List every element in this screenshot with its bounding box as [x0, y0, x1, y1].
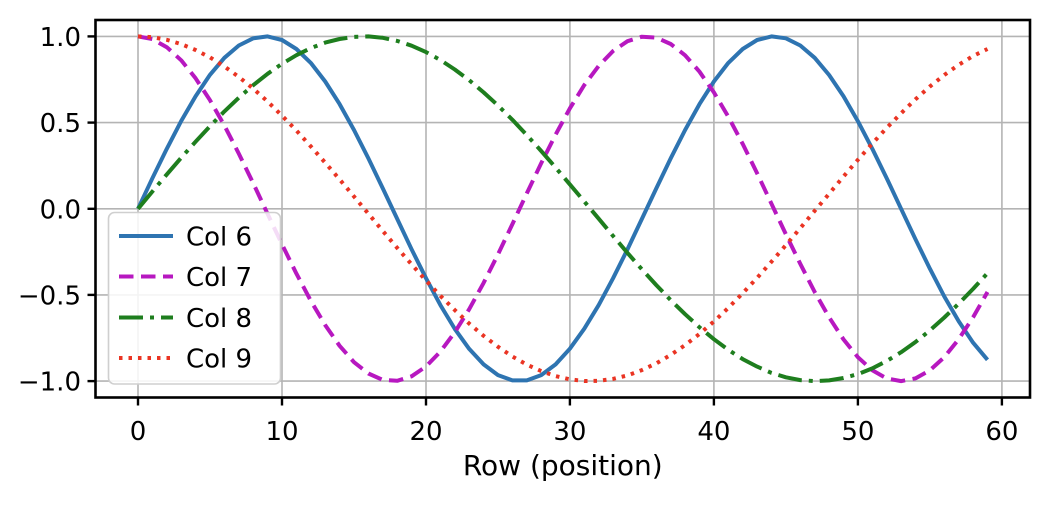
- legend: Col 6 Col 7 Col 8 Col 9: [107, 211, 282, 385]
- x-tick-label-0: 0: [130, 417, 147, 447]
- grid: [95, 20, 1030, 398]
- x-tick-label-10: 10: [265, 417, 298, 447]
- series-line-col-9: [137, 34, 989, 383]
- x-tick-label-50: 50: [841, 417, 874, 447]
- x-axis-label: Row (position): [463, 449, 663, 482]
- legend-label-col-7: Col 7: [186, 263, 252, 293]
- legend-label-col-9: Col 9: [186, 345, 252, 375]
- legend-box: [107, 211, 282, 385]
- series-line-col-8: [136, 34, 989, 384]
- legend-label-col-6: Col 6: [186, 223, 252, 253]
- legend-entry-col-7: Col 7: [119, 263, 252, 293]
- x-tick-label-20: 20: [409, 417, 442, 447]
- y-tick-label-1: 1.0: [40, 23, 81, 53]
- x-tick-label-40: 40: [697, 417, 730, 447]
- y-tick-label--0.5: −0.5: [18, 281, 81, 311]
- series-line-col-6: [136, 34, 990, 383]
- x-axis: 0 10 20 30 40 50 60: [130, 397, 1018, 447]
- legend-entry-col-9: Col 9: [119, 345, 252, 375]
- y-tick-label--1: −1.0: [18, 368, 81, 398]
- y-tick-label-0.5: 0.5: [40, 109, 81, 139]
- x-tick-label-60: 60: [985, 417, 1018, 447]
- legend-label-col-8: Col 8: [186, 304, 252, 334]
- y-axis: −1.0 −0.5 0.0 0.5 1.0: [18, 23, 96, 398]
- y-tick-label-0: 0.0: [40, 195, 81, 225]
- x-tick-label-30: 30: [553, 417, 586, 447]
- legend-entry-col-6: Col 6: [119, 223, 252, 253]
- legend-entry-col-8: Col 8: [119, 304, 252, 334]
